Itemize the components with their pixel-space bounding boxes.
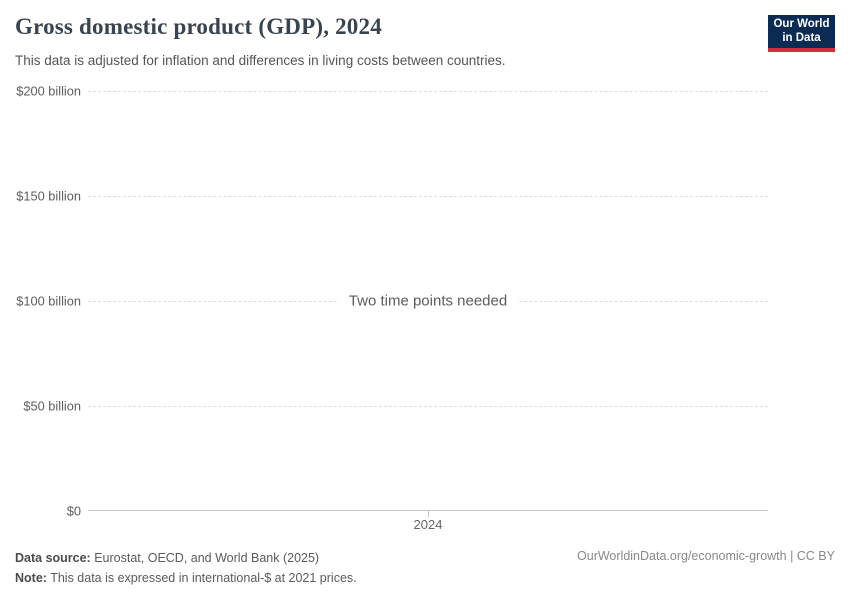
- chart-footer-left: Data source: Eurostat, OECD, and World B…: [15, 548, 357, 588]
- y-tick-50b: $50 billion: [23, 398, 81, 414]
- y-tick-100b: $100 billion: [16, 293, 81, 309]
- data-source-line: Data source: Eurostat, OECD, and World B…: [15, 548, 357, 568]
- x-axis-line: [88, 510, 768, 511]
- y-tick-150b: $150 billion: [16, 188, 81, 204]
- x-tick-label-2024: 2024: [413, 517, 443, 532]
- gridline-150b: [88, 196, 768, 197]
- data-source-label: Data source:: [15, 551, 91, 565]
- owid-logo[interactable]: Our World in Data: [768, 15, 835, 52]
- owid-logo-line1: Our World: [773, 18, 830, 30]
- gridline-200b: [88, 91, 768, 92]
- note-line: Note: This data is expressed in internat…: [15, 568, 357, 588]
- y-tick-200b: $200 billion: [16, 83, 81, 99]
- note-label: Note:: [15, 571, 47, 585]
- page-title: Gross domestic product (GDP), 2024: [15, 14, 382, 39]
- chart-subtitle: This data is adjusted for inflation and …: [15, 53, 506, 68]
- owid-logo-line2: in Data: [782, 31, 821, 44]
- data-source-text: Eurostat, OECD, and World Bank (2025): [94, 551, 320, 565]
- y-tick-0: $0: [66, 503, 81, 519]
- citation-link[interactable]: OurWorldinData.org/economic-growth | CC …: [577, 549, 835, 563]
- gridline-50b: [88, 406, 768, 407]
- note-text: This data is expressed in international-…: [50, 571, 357, 585]
- x-tick-mark-2024: [428, 511, 429, 517]
- chart-status-message: Two time points needed: [336, 289, 520, 313]
